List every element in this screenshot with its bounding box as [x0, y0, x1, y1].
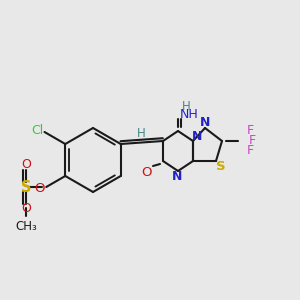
Text: H: H	[182, 100, 190, 113]
Text: CH₃: CH₃	[15, 220, 37, 232]
Text: H: H	[137, 127, 146, 140]
Text: N: N	[200, 116, 210, 128]
Text: NH: NH	[180, 107, 199, 121]
Text: S: S	[21, 179, 32, 194]
Text: N: N	[192, 130, 202, 142]
Text: N: N	[172, 170, 182, 184]
Text: Cl: Cl	[31, 124, 44, 137]
Text: O: O	[142, 166, 152, 178]
Text: S: S	[216, 160, 226, 172]
Text: F: F	[248, 134, 256, 148]
Text: O: O	[35, 182, 45, 194]
Text: F: F	[246, 124, 254, 137]
Text: O: O	[21, 158, 31, 172]
Text: O: O	[21, 202, 31, 215]
Text: F: F	[246, 145, 254, 158]
